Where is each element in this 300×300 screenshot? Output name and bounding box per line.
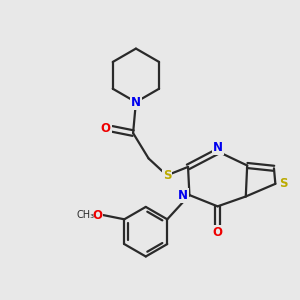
Text: S: S	[279, 177, 287, 190]
Text: O: O	[92, 208, 103, 222]
Text: N: N	[213, 141, 223, 154]
Text: N: N	[178, 189, 188, 202]
Text: O: O	[213, 226, 223, 239]
Text: S: S	[163, 169, 171, 182]
Text: O: O	[101, 122, 111, 135]
Text: N: N	[131, 96, 141, 109]
Text: CH₃: CH₃	[76, 210, 95, 220]
